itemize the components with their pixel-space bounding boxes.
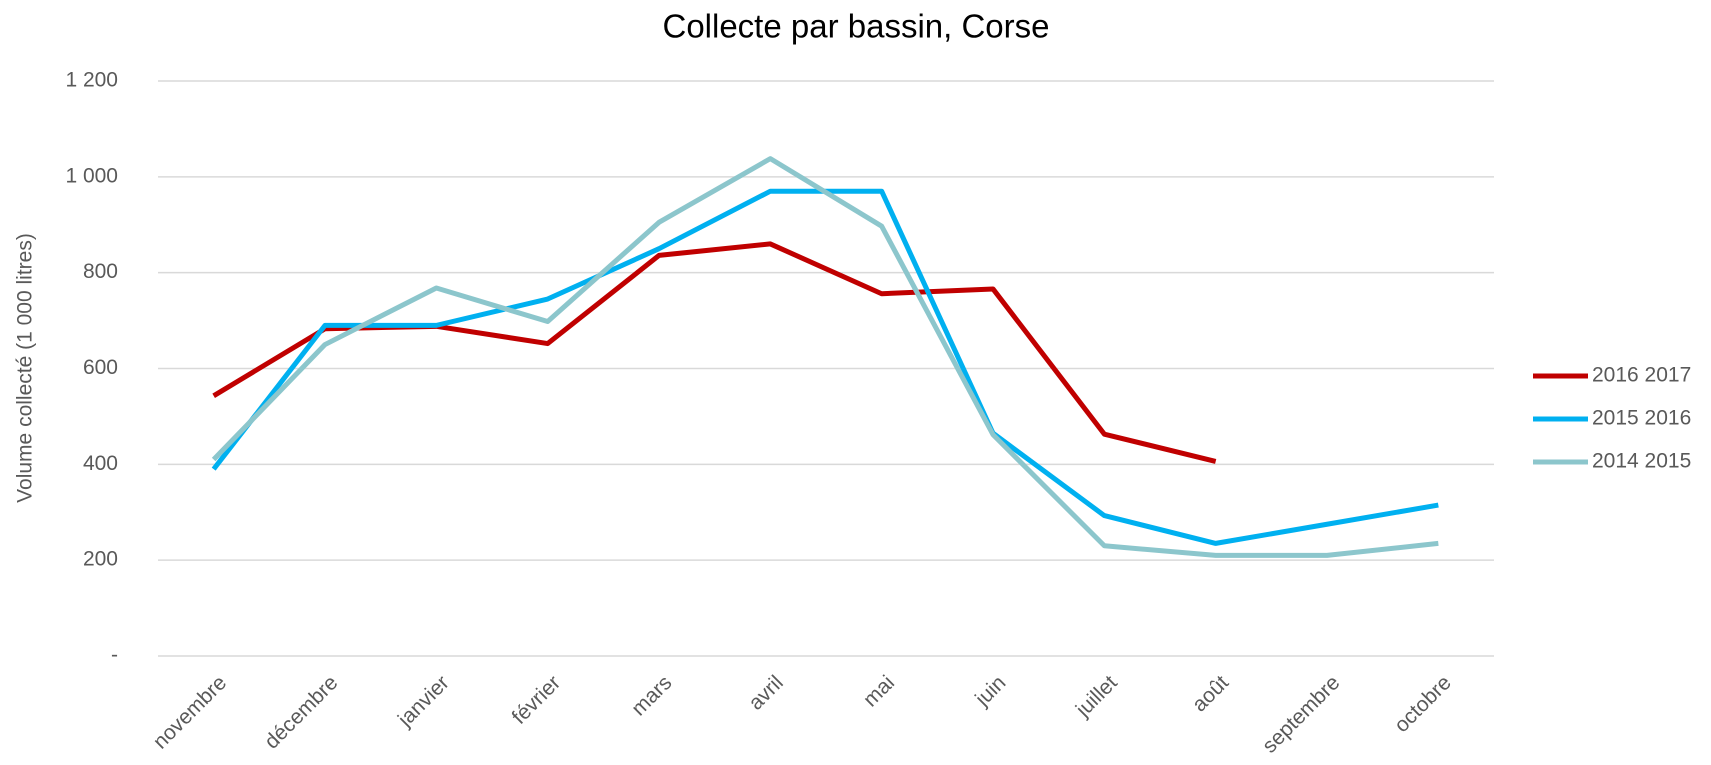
x-tick-label: juin	[970, 671, 1010, 711]
series-line	[211, 188, 1439, 546]
x-tick-label: août	[1188, 671, 1233, 716]
series-line	[212, 241, 1217, 464]
legend-label: 2016 2017	[1592, 364, 1691, 387]
x-tick-label: décembre	[260, 671, 342, 753]
x-tick-label: octobre	[1390, 671, 1456, 737]
y-tick-label: 600	[83, 356, 118, 379]
y-tick-label: -	[111, 644, 118, 667]
y-tick-label: 400	[83, 452, 118, 475]
legend-label: 2014 2015	[1592, 450, 1691, 473]
chart-title: Collecte par bassin, Corse	[662, 8, 1049, 45]
y-tick-label: 1 000	[65, 164, 118, 187]
series-line	[211, 156, 1439, 558]
x-tick-label: septembre	[1258, 671, 1344, 757]
x-tick-label: juillet	[1071, 671, 1122, 722]
y-axis-label: Volume collecté (1 000 litres)	[14, 233, 37, 503]
y-tick-label: 200	[83, 548, 118, 571]
x-tick-label: mars	[627, 671, 676, 720]
x-tick-label: janvier	[393, 671, 454, 732]
x-tick-label: avril	[744, 671, 787, 714]
legend-label: 2015 2016	[1592, 407, 1691, 430]
y-tick-label: 800	[83, 260, 118, 283]
x-tick-label: mai	[859, 671, 899, 711]
x-tick-label: février	[508, 671, 566, 729]
x-tick-label: novembre	[149, 671, 231, 753]
y-tick-label: 1 200	[65, 69, 118, 92]
